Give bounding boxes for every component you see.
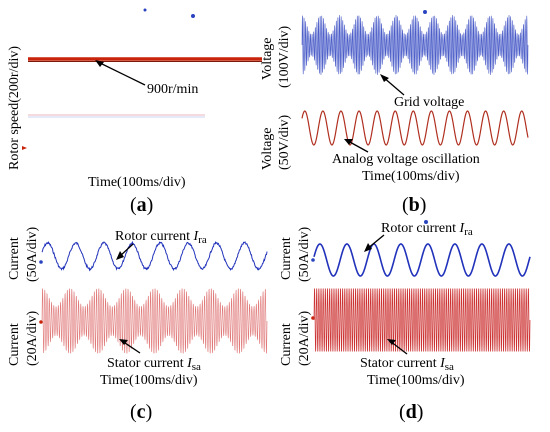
panel-a-plot-area	[22, 5, 262, 170]
panel-c-ylabel-top-unit: (50A/div)	[25, 226, 40, 282]
panel-c-rotor-arrow-head	[116, 251, 124, 260]
panel-c-rotor-current-trace	[41, 240, 268, 272]
panel-c-marker	[39, 320, 43, 324]
panel-d-ylabel-top: Current	[279, 237, 294, 280]
panel-c-marker	[39, 260, 43, 264]
panel-b: Voltage (100V/div) Voltage (50V/div) Gri…	[260, 10, 529, 216]
panel-d-xlabel: Time(100ms/div)	[367, 373, 465, 388]
panel-a-marker	[143, 8, 147, 12]
panel-c-ylabel-top: Current	[7, 237, 22, 280]
panel-b-marker	[423, 10, 427, 14]
panel-a-label: (a)	[130, 194, 153, 216]
panel-d-marker	[424, 220, 428, 224]
panel-c-stator-current-trace	[41, 288, 268, 354]
panel-b-grid-arrow-head	[380, 74, 389, 82]
panel-b-label: (b)	[402, 194, 426, 216]
panel-b-analog-label: Analog voltage oscillation	[332, 152, 480, 167]
panel-b-ylabel-bot: Voltage	[260, 127, 275, 170]
panel-d-rotor-current-trace	[313, 243, 531, 277]
panel-d-stator-label: Stator current Isa	[360, 356, 454, 373]
panel-c-stator-label: Stator current Isa	[107, 356, 201, 373]
panel-b-grid-voltage-trace	[301, 15, 529, 75]
panel-a: 900r/min Rotor speed(200r/div) Time(100m…	[7, 5, 262, 216]
panel-c-xlabel: Time(100ms/div)	[100, 373, 198, 388]
panel-b-ylabel-top: Voltage	[260, 37, 275, 80]
panel-d-ylabel-bot-unit: (20A/div)	[297, 310, 312, 366]
panel-b-analog-arrow	[347, 140, 369, 153]
panel-b-xlabel: Time(100ms/div)	[362, 169, 460, 184]
panel-d-label: (d)	[399, 401, 423, 423]
panel-d-rotor-label: Rotor current Ira	[381, 221, 473, 238]
panel-d-stator-arrow-head	[387, 339, 396, 345]
panel-b-ylabel-top-unit: (100V/div)	[277, 25, 292, 88]
panel-d-rotor-arrow-head	[364, 243, 372, 252]
panel-a-xlabel: Time(100ms/div)	[88, 175, 186, 190]
panel-c-ylabel-bot-unit: (20A/div)	[25, 310, 40, 366]
panel-a-level-marker	[22, 146, 27, 150]
panel-d-stator-current-trace	[313, 288, 531, 352]
panel-d: Current (50A/div) Current (20A/div) Roto…	[279, 220, 531, 423]
panel-c: Current (50A/div) Current (20A/div) Roto…	[7, 226, 268, 423]
panel-b-grid-label: Grid voltage	[394, 95, 464, 110]
panel-d-ylabel-bot: Current	[279, 323, 294, 366]
panel-c-stator-arrow-head	[119, 339, 128, 345]
panel-b-analog-voltage-trace	[301, 110, 529, 146]
panel-d-ylabel-top-unit: (50A/div)	[297, 226, 312, 282]
panel-a-marker	[191, 14, 195, 18]
panel-b-ylabel-bot-unit: (50V/div)	[277, 114, 292, 170]
panel-a-arrow-head	[95, 60, 104, 67]
panel-b-analog-arrow-head	[344, 139, 353, 145]
panel-d-marker	[311, 258, 315, 262]
panel-a-speed-label: 900r/min	[147, 82, 198, 97]
panel-c-rotor-label: Rotor current Ira	[115, 229, 207, 246]
panel-c-ylabel-bot: Current	[7, 323, 22, 366]
panel-c-label: (c)	[130, 401, 152, 423]
panel-a-arrow	[97, 61, 146, 86]
panel-a-ylabel: Rotor speed(200r/div)	[7, 46, 22, 170]
